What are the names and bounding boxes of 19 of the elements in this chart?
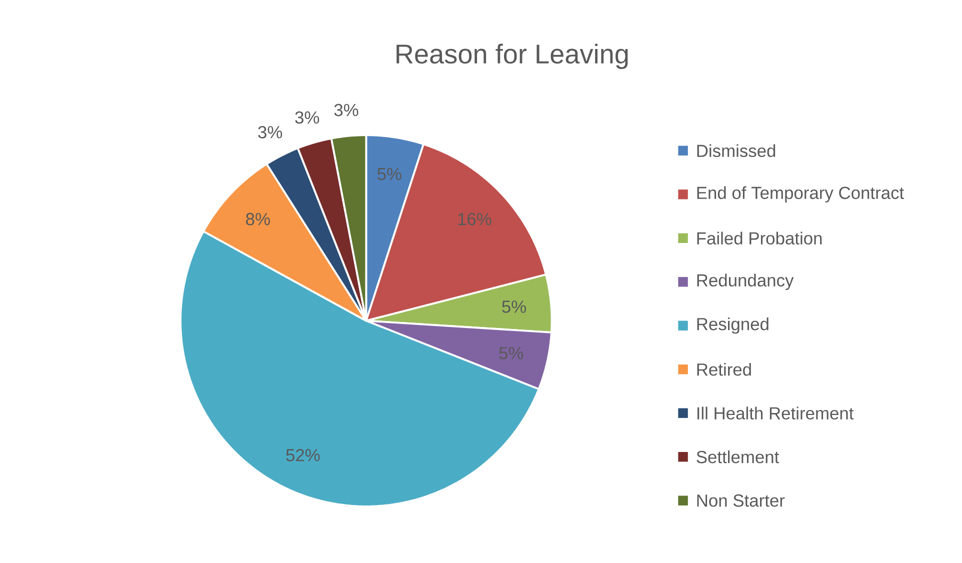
data-label: 3% [295,111,320,124]
data-label: 5% [377,168,402,180]
data-label: 5% [499,347,524,360]
chart-title: Reason for Leaving [396,44,628,70]
legend-label: End of Temporary Contract [697,186,904,203]
data-label: 52% [286,449,320,462]
data-label: 3% [258,126,282,138]
legend-label: Ill Health Retirement [697,406,854,420]
data-label: 5% [502,300,526,313]
legend-label: Failed Probation [697,232,822,245]
legend-label: Non Starter [697,494,785,507]
data-label: 16% [458,213,492,226]
legend-label: Dismissed [697,144,776,158]
data-label: 8% [246,213,270,226]
legend-label: Resigned [697,318,768,334]
legend-label: Redundancy [697,274,794,290]
legend-label: Settlement [696,450,780,464]
legend-label: Retired [697,363,751,376]
data-label: 3% [334,104,358,116]
